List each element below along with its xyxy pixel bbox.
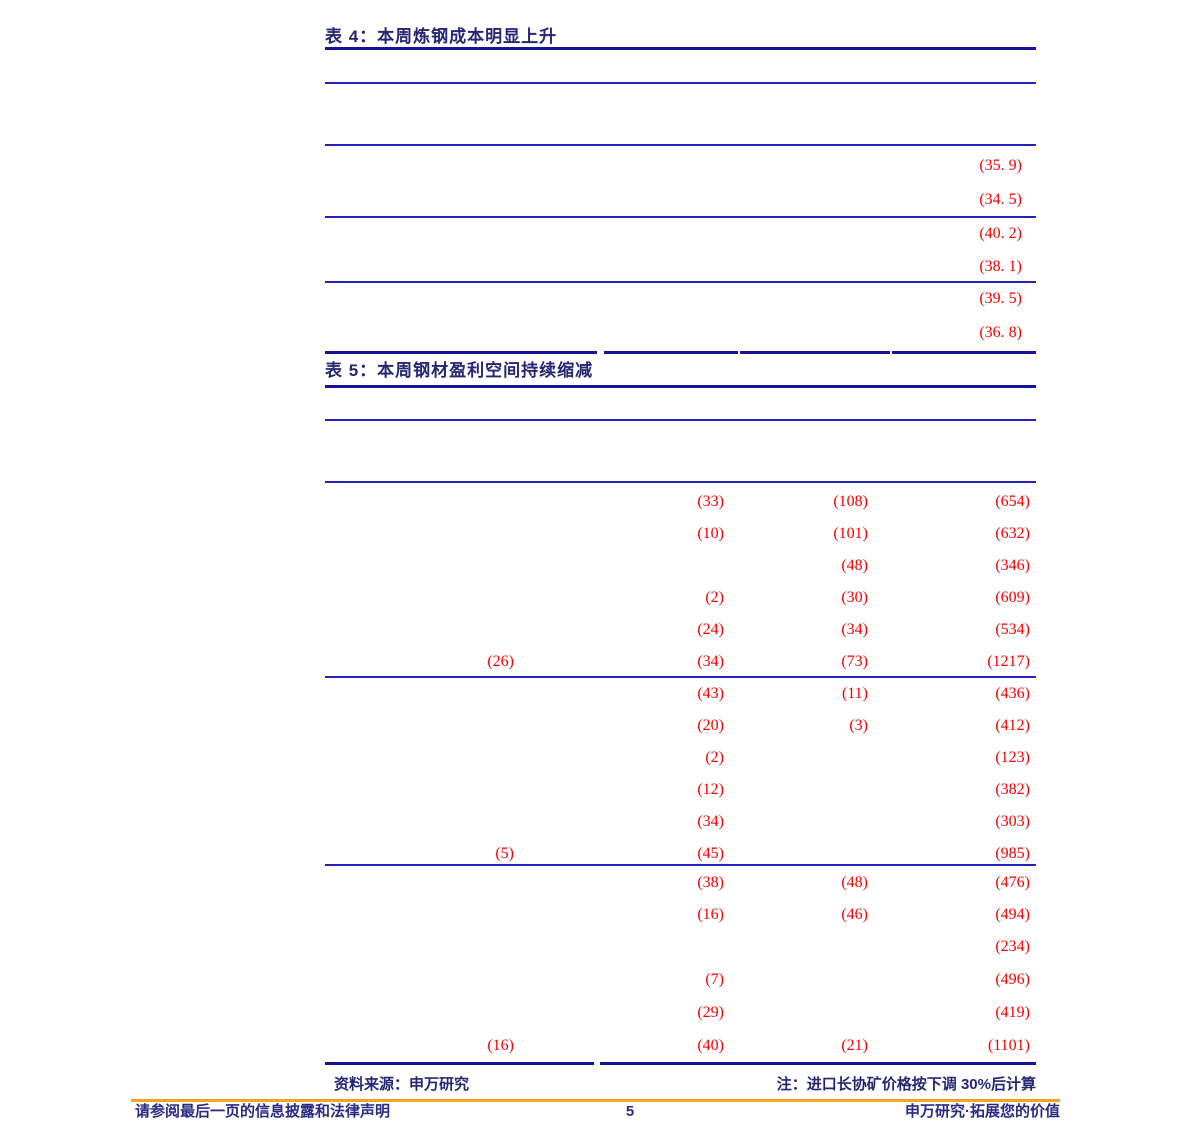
table-cell: (33) bbox=[697, 493, 724, 510]
table-row: (48) (346) bbox=[325, 557, 1036, 574]
table-cell: (1101) bbox=[987, 1037, 1030, 1054]
table-cell: (48) bbox=[841, 874, 868, 891]
table-cell: (123) bbox=[995, 749, 1030, 766]
table-cell: (48) bbox=[841, 557, 868, 574]
table5-group-rule-2 bbox=[325, 864, 1036, 866]
table-row: (24) (34) (534) bbox=[325, 621, 1036, 638]
table-row: (43) (11) (436) bbox=[325, 685, 1036, 702]
footer-rule bbox=[131, 1099, 1060, 1102]
table4-bottom-border bbox=[740, 351, 890, 354]
table-cell: (30) bbox=[841, 589, 868, 606]
table-cell: (534) bbox=[995, 621, 1030, 638]
table-cell: (35. 9) bbox=[979, 157, 1022, 174]
table-cell: (234) bbox=[995, 938, 1030, 955]
table5-group-rule-1 bbox=[325, 676, 1036, 678]
table-cell: (45) bbox=[697, 845, 724, 862]
table-cell: (2) bbox=[705, 749, 724, 766]
table-row: (2) (123) bbox=[325, 749, 1036, 766]
table-cell: (29) bbox=[697, 1004, 724, 1021]
table-row: (34) (303) bbox=[325, 813, 1036, 830]
table-row: (10) (101) (632) bbox=[325, 525, 1036, 542]
table4-title: 表 4：本周炼钢成本明显上升 bbox=[325, 27, 558, 46]
table-cell: (346) bbox=[995, 557, 1030, 574]
table-cell: (16) bbox=[487, 1037, 514, 1054]
table-cell: (496) bbox=[995, 971, 1030, 988]
table-cell: (101) bbox=[833, 525, 868, 542]
table-row: (16) (40) (21) (1101) bbox=[325, 1037, 1036, 1054]
table-cell: (73) bbox=[841, 653, 868, 670]
table4-group-rule-1 bbox=[325, 216, 1036, 218]
table-cell: (40) bbox=[697, 1037, 724, 1054]
table-cell: (108) bbox=[833, 493, 868, 510]
table-cell: (303) bbox=[995, 813, 1030, 830]
table-row: (5) (45) (985) bbox=[325, 845, 1036, 862]
table5-header-rule-2 bbox=[325, 481, 1036, 483]
table-row: (33) (108) (654) bbox=[325, 493, 1036, 510]
table-cell: (36. 8) bbox=[979, 324, 1022, 341]
table5-note: 注：进口长协矿价格按下调 30%后计算 bbox=[776, 1076, 1036, 1093]
table-cell: (46) bbox=[841, 906, 868, 923]
table-cell: (1217) bbox=[987, 653, 1030, 670]
table5-bottom-border bbox=[600, 1062, 1036, 1065]
table-cell: (34) bbox=[697, 813, 724, 830]
table-cell: (24) bbox=[697, 621, 724, 638]
footer-disclaimer: 请参阅最后一页的信息披露和法律声明 bbox=[135, 1103, 391, 1120]
table-row: (12) (382) bbox=[325, 781, 1036, 798]
table-cell: (2) bbox=[705, 589, 724, 606]
table-cell: (21) bbox=[841, 1037, 868, 1054]
footer-slogan: 申万研究·拓展您的价值 bbox=[905, 1103, 1060, 1120]
table-row: (2) (30) (609) bbox=[325, 589, 1036, 606]
table-cell: (38) bbox=[697, 874, 724, 891]
table5-header-rule-1 bbox=[325, 419, 1036, 421]
table-cell: (34. 5) bbox=[979, 191, 1022, 208]
table-cell: (436) bbox=[995, 685, 1030, 702]
table-row: (26) (34) (73) (1217) bbox=[325, 653, 1036, 670]
table-cell: (43) bbox=[697, 685, 724, 702]
table-cell: (12) bbox=[697, 781, 724, 798]
table5-title-rule bbox=[325, 385, 1036, 388]
table4-bottom-border bbox=[892, 351, 1036, 354]
table-cell: (20) bbox=[697, 717, 724, 734]
table-cell: (985) bbox=[995, 845, 1030, 862]
table5-title: 表 5：本周钢材盈利空间持续缩减 bbox=[325, 361, 594, 380]
footer-page-number: 5 bbox=[625, 1103, 635, 1120]
table5-bottom-border bbox=[325, 1062, 594, 1065]
table-cell: (3) bbox=[849, 717, 868, 734]
table-cell: (26) bbox=[487, 653, 514, 670]
table-cell: (476) bbox=[995, 874, 1030, 891]
table-row: (16) (46) (494) bbox=[325, 906, 1036, 923]
table-cell: (34) bbox=[697, 653, 724, 670]
table-cell: (39. 5) bbox=[979, 290, 1022, 307]
table-cell: (494) bbox=[995, 906, 1030, 923]
table5-source: 资料来源：申万研究 bbox=[334, 1076, 470, 1093]
table-cell: (5) bbox=[495, 845, 514, 862]
table-row: (7) (496) bbox=[325, 971, 1036, 988]
table-cell: (7) bbox=[705, 971, 724, 988]
table4-group-rule-2 bbox=[325, 281, 1036, 283]
table-row: (38) (48) (476) bbox=[325, 874, 1036, 891]
table4-title-rule bbox=[325, 47, 1036, 50]
table4-bottom-border bbox=[325, 351, 597, 354]
table-cell: (11) bbox=[841, 685, 868, 702]
table-row: (29) (419) bbox=[325, 1004, 1036, 1021]
table4-header-rule-1 bbox=[325, 82, 1036, 84]
table-cell: (16) bbox=[697, 906, 724, 923]
table-cell: (632) bbox=[995, 525, 1030, 542]
table-cell: (10) bbox=[697, 525, 724, 542]
table-cell: (38. 1) bbox=[979, 258, 1022, 275]
table-cell: (34) bbox=[841, 621, 868, 638]
table-cell: (382) bbox=[995, 781, 1030, 798]
table-cell: (40. 2) bbox=[979, 225, 1022, 242]
table-row: (20) (3) (412) bbox=[325, 717, 1036, 734]
table-cell: (654) bbox=[995, 493, 1030, 510]
table-cell: (609) bbox=[995, 589, 1030, 606]
table4-bottom-border bbox=[604, 351, 738, 354]
table4-header-rule-2 bbox=[325, 144, 1036, 146]
table-cell: (419) bbox=[995, 1004, 1030, 1021]
table-row: (234) bbox=[325, 938, 1036, 955]
table-cell: (412) bbox=[995, 717, 1030, 734]
